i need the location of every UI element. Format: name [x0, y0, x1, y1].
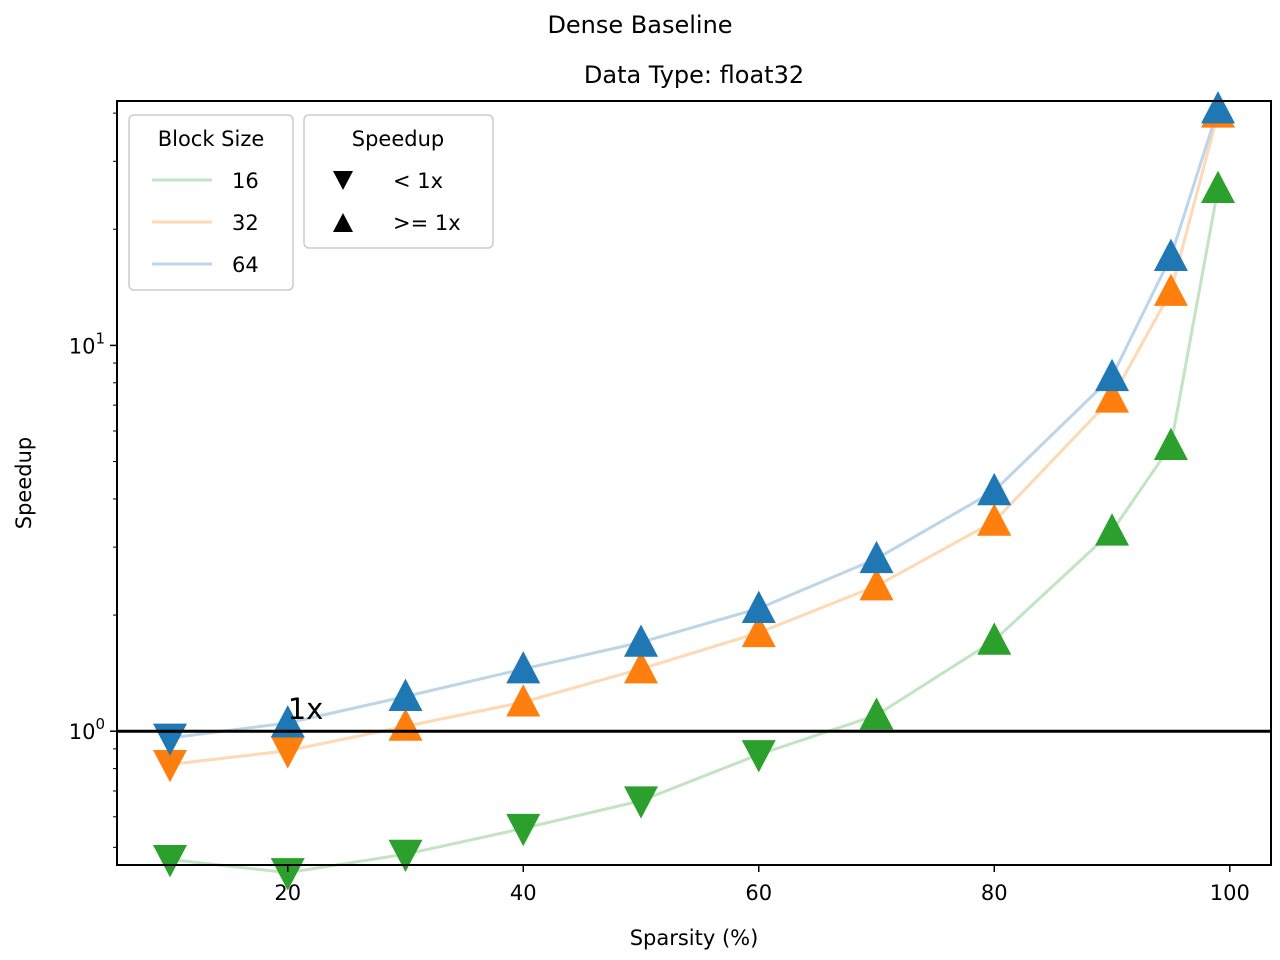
data-point-32-40 — [506, 684, 541, 717]
legend-label-16: 16 — [232, 169, 259, 193]
data-point-32-50 — [624, 651, 659, 684]
legend-block-size-title: Block Size — [158, 127, 265, 151]
down-triangle-icon — [333, 171, 353, 190]
series-line-16 — [169, 188, 1220, 875]
x-tick-label: 40 — [510, 881, 537, 905]
data-point-64-80 — [977, 472, 1012, 506]
data-point-16-70 — [859, 697, 894, 730]
y-tick-label: 100 — [69, 715, 105, 744]
x-tick-label: 80 — [981, 881, 1008, 905]
data-point-64-95 — [1153, 238, 1188, 271]
legend-block-size: Block Size 16 32 64 — [128, 114, 294, 291]
data-point-32-60 — [741, 614, 776, 648]
up-triangle-icon — [333, 213, 353, 232]
data-point-32-10 — [152, 750, 187, 783]
data-point-32-80 — [977, 503, 1012, 536]
legend-speedup-frame — [303, 114, 494, 249]
data-point-64-90 — [1095, 358, 1130, 392]
data-point-64-30 — [388, 678, 423, 711]
reference-line-group: 1x — [117, 692, 1271, 733]
data-point-16-95 — [1153, 427, 1188, 461]
plot-frame — [116, 100, 1272, 866]
data-point-32-20 — [270, 736, 305, 769]
x-tick-label: 20 — [274, 881, 301, 905]
x-axis-label: Sparsity (%) — [630, 926, 759, 950]
data-point-16-20 — [270, 858, 305, 891]
data-point-16-90 — [1095, 513, 1130, 546]
series-markers — [152, 91, 1236, 891]
data-point-64-60 — [741, 590, 776, 623]
data-point-32-70 — [859, 568, 894, 601]
data-point-16-60 — [741, 740, 776, 773]
data-point-32-95 — [1153, 273, 1188, 306]
data-point-16-10 — [152, 845, 187, 878]
y-tick-label: 101 — [69, 329, 105, 358]
x-tick-label: 100 — [1210, 881, 1250, 905]
chart-suptitle: Dense Baseline — [547, 11, 732, 39]
y-axis: 100 101 — [69, 112, 117, 848]
data-point-64-70 — [859, 540, 894, 574]
reference-line-label: 1x — [288, 692, 324, 726]
legend-label-32: 32 — [232, 211, 259, 235]
data-point-16-50 — [624, 786, 659, 819]
data-point-16-99 — [1201, 170, 1236, 204]
legend-label-above-1x: >= 1x — [393, 211, 461, 235]
legend-block-size-frame — [128, 114, 294, 291]
data-point-64-50 — [624, 624, 659, 657]
data-point-64-20 — [270, 705, 305, 738]
data-point-16-80 — [977, 622, 1012, 655]
legend-label-64: 64 — [232, 253, 259, 277]
data-point-64-99 — [1201, 91, 1236, 124]
data-point-16-30 — [388, 839, 423, 873]
legend-speedup-title: Speedup — [352, 127, 444, 151]
data-point-32-90 — [1095, 380, 1130, 413]
y-axis-label: Speedup — [12, 437, 36, 529]
legend-label-below-1x: < 1x — [393, 169, 443, 193]
legend-speedup: Speedup < 1x >= 1x — [303, 114, 494, 249]
x-axis: 20 40 60 80 100 — [274, 865, 1250, 905]
chart-title: Data Type: float32 — [584, 61, 804, 89]
data-point-16-40 — [506, 813, 541, 847]
data-point-64-40 — [506, 651, 541, 684]
x-tick-label: 60 — [745, 881, 772, 905]
